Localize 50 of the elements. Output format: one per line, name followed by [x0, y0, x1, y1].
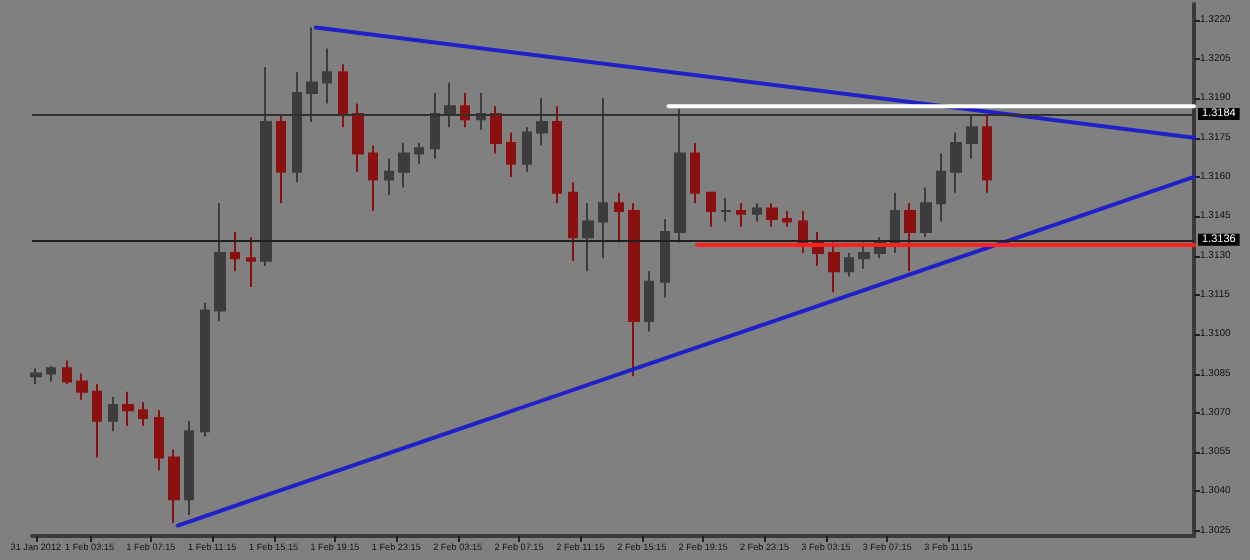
candlestick: [368, 144, 378, 213]
candlestick: [950, 131, 962, 194]
candlestick: [706, 191, 716, 228]
candlestick: [108, 396, 118, 433]
candlestick: [230, 231, 240, 273]
candlestick: [736, 202, 746, 228]
candlestick: [766, 202, 778, 228]
candlestick: [552, 105, 562, 205]
candlestick: [168, 448, 180, 524]
candlestick: [154, 409, 164, 472]
candlestick: [246, 236, 256, 289]
candlestick: [890, 191, 900, 254]
candlestick: [200, 301, 210, 438]
candlestick: [276, 113, 286, 205]
candlestick: [184, 419, 194, 517]
candlestick: [798, 210, 808, 254]
candlestick: [720, 196, 732, 223]
candlestick: [490, 105, 502, 155]
candlestick: [138, 401, 148, 427]
candlestick: [752, 202, 762, 223]
candlestick: [568, 181, 578, 262]
candlestick: [690, 141, 700, 205]
candlestick: [76, 372, 88, 401]
candlestick: [338, 63, 348, 129]
candlestick: [62, 359, 72, 385]
candlestick: [660, 217, 670, 299]
candlestick: [982, 113, 992, 194]
candlestick: [844, 251, 854, 278]
candlestick: [506, 131, 516, 178]
candlestick: [582, 202, 594, 273]
candlestick: [782, 210, 792, 228]
candlestick: [920, 186, 932, 239]
candlestick: [214, 202, 226, 323]
candlestick: [614, 191, 624, 244]
candlestick: [414, 141, 424, 165]
candlestick: [398, 141, 410, 189]
candlestick: [858, 241, 870, 270]
candlestick: [30, 367, 42, 385]
candlestick: [628, 202, 640, 378]
candlestick: [936, 152, 946, 223]
candlestick: [644, 270, 654, 333]
candlestick: [122, 390, 134, 427]
candlestick: [322, 47, 332, 105]
candlestick: [904, 202, 916, 273]
candlestick: [522, 126, 532, 173]
candlestick: [46, 364, 56, 383]
candlestick: [828, 241, 840, 294]
candlestick: [384, 157, 394, 197]
candlestick: [352, 102, 364, 173]
candlestick: [92, 383, 102, 459]
